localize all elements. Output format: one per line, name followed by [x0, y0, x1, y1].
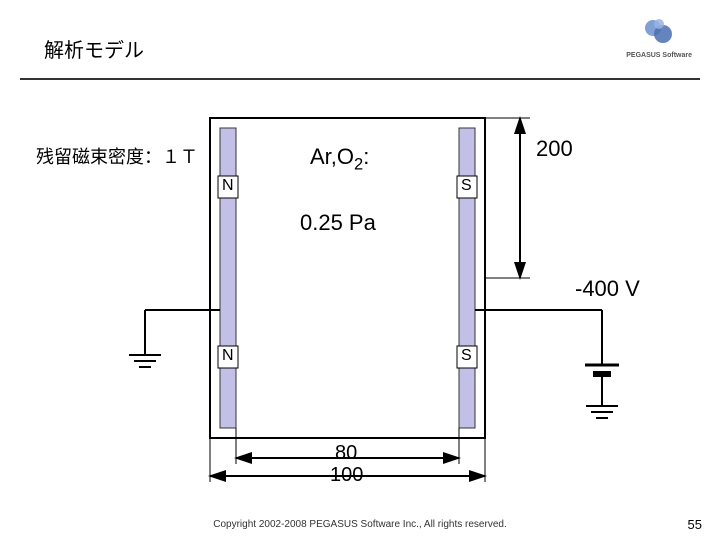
diagram-area: 残留磁束密度：１Ｔ Ar,O2: 0.25 Pa 200 -400 V N S … [0, 80, 720, 500]
logo: PEGASUS Software [626, 14, 692, 59]
label-80: 80 [335, 442, 357, 465]
electrode-right [459, 128, 475, 428]
magnet-N-bl: N [222, 347, 234, 365]
gas-colon: : [363, 144, 369, 169]
gas-sub: 2 [354, 155, 363, 173]
page-title: 解析モデル [44, 34, 144, 63]
label-200: 200 [536, 136, 573, 162]
page-number: 55 [688, 517, 702, 532]
magnet-S-tr: S [461, 177, 472, 195]
label-flux: 残留磁束密度：１Ｔ [36, 143, 198, 169]
electrode-left [220, 128, 236, 428]
copyright-footer: Copyright 2002-2008 PEGASUS Software Inc… [0, 519, 720, 530]
label-100: 100 [330, 464, 363, 487]
magnet-S-br: S [461, 347, 472, 365]
label-gas: Ar,O2: [310, 144, 369, 174]
label-voltage: -400 V [575, 276, 640, 302]
magnet-N-tl: N [222, 177, 234, 195]
pegasus-logo-icon [641, 14, 677, 50]
label-pressure: 0.25 Pa [300, 210, 376, 236]
gas-text: Ar,O [310, 144, 354, 169]
logo-text: PEGASUS Software [626, 52, 692, 59]
